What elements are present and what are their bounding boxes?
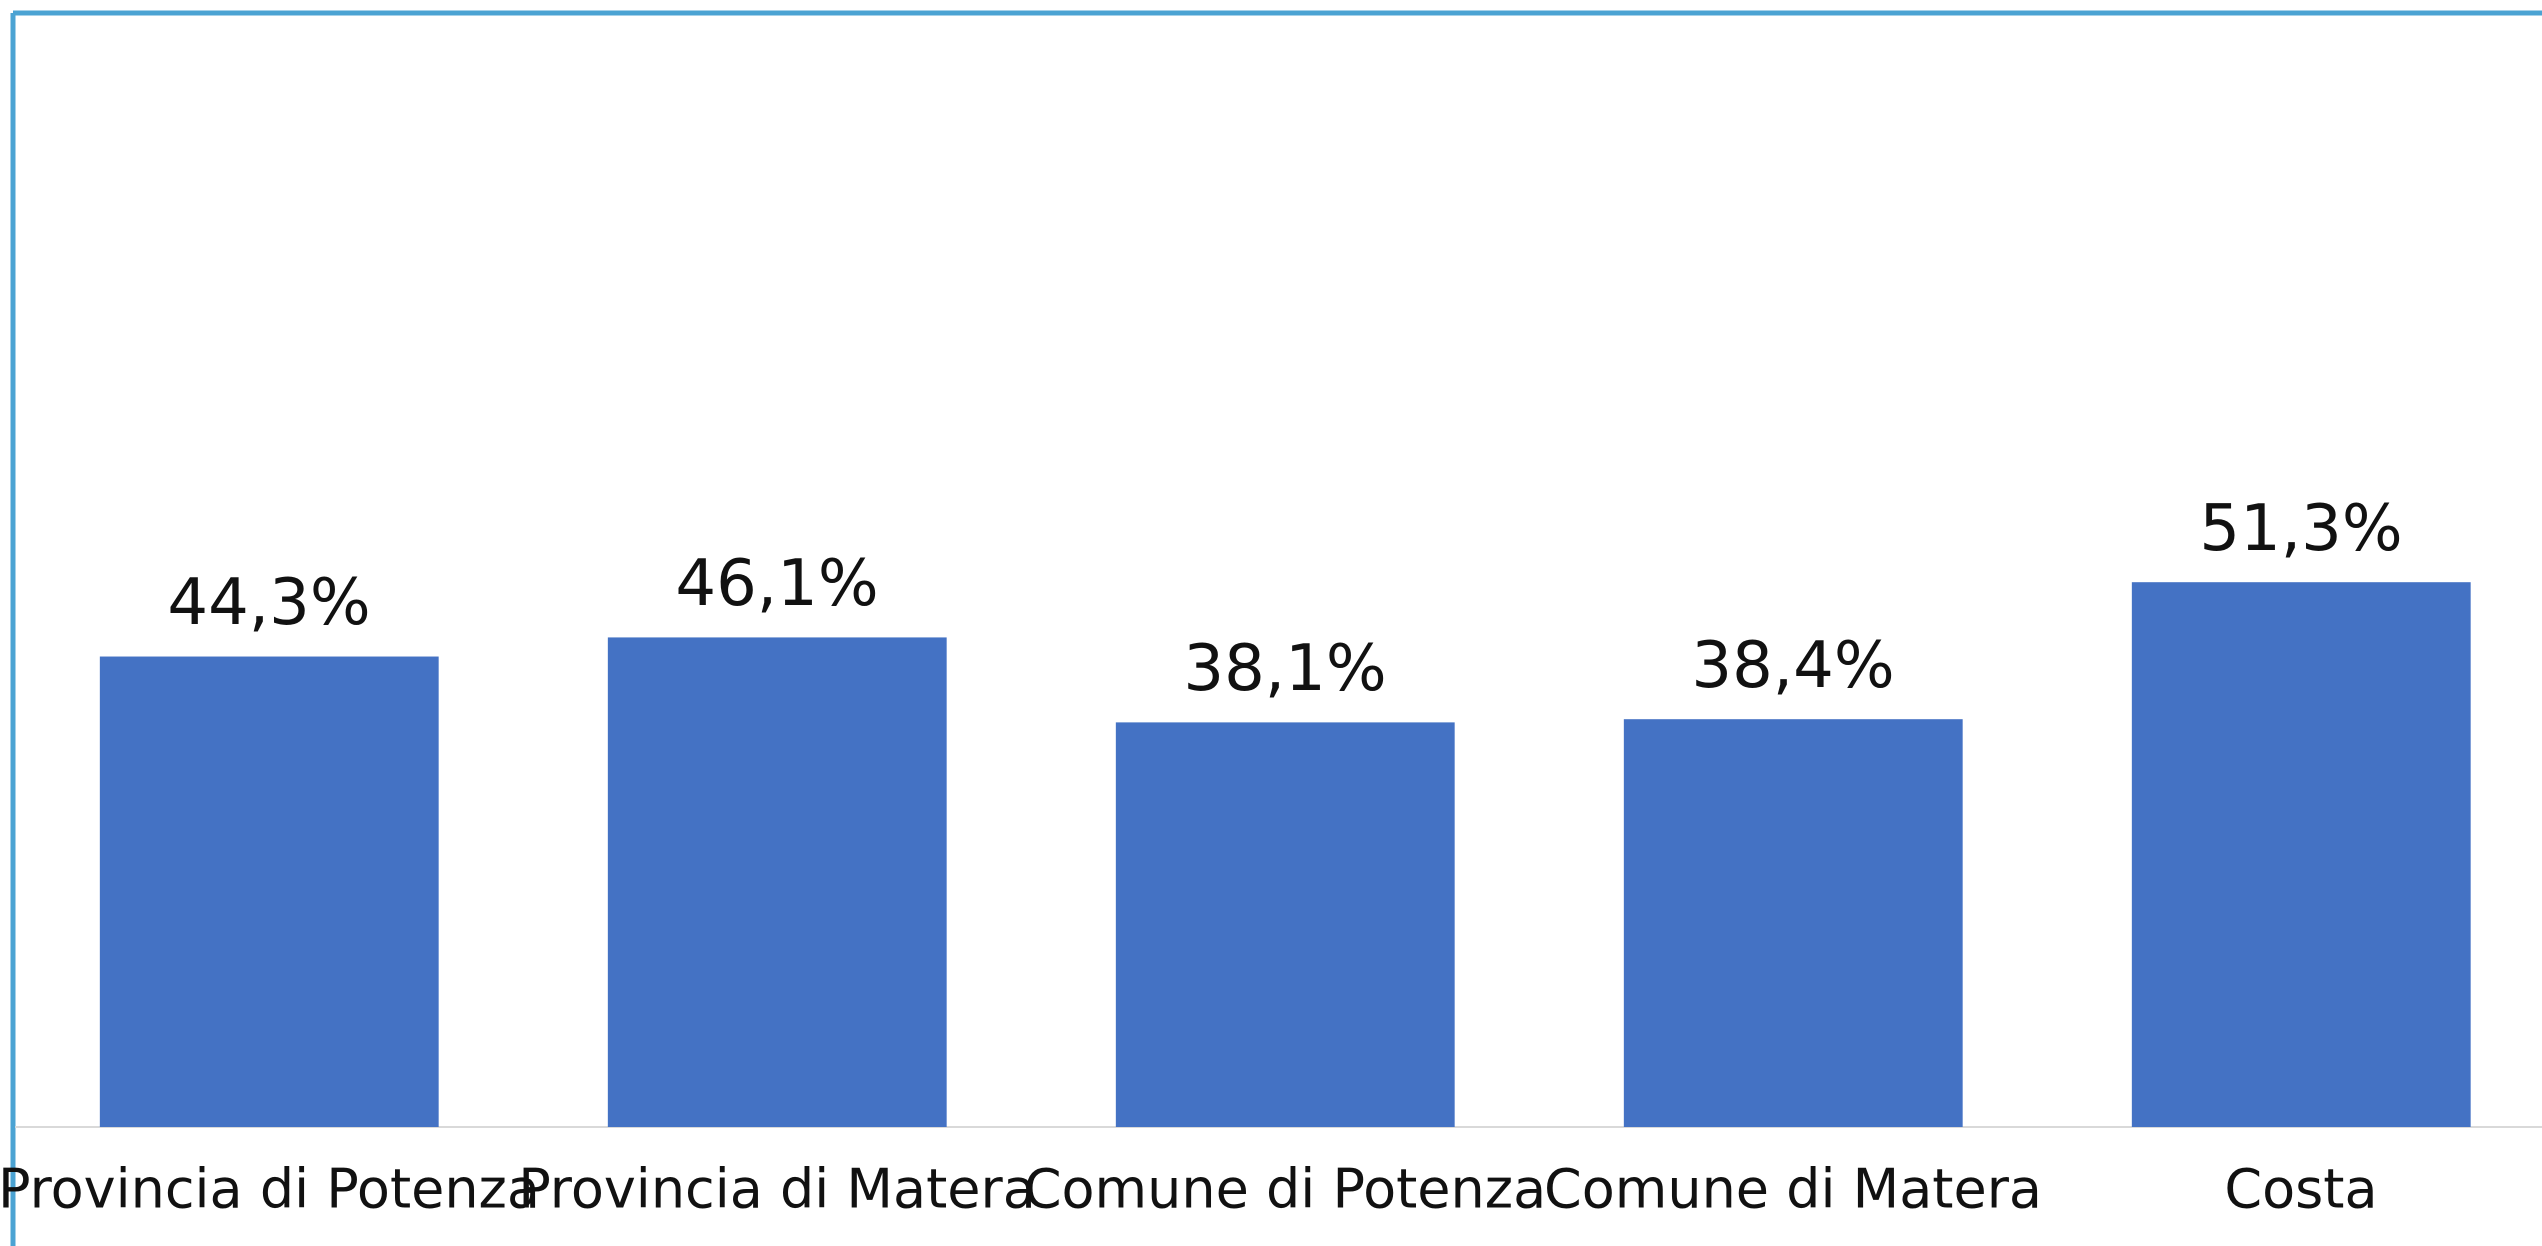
x-tick-label: Comune di Potenza <box>1024 1158 1546 1221</box>
bar <box>1115 722 1455 1127</box>
value-label: 44,3% <box>167 566 370 640</box>
x-tick-label: Comune di Matera <box>1544 1158 2042 1221</box>
value-label: 38,4% <box>1691 629 1894 703</box>
x-tick-label: Provincia di Potenza <box>0 1158 540 1221</box>
x-tick-label: Provincia di Matera <box>518 1158 1036 1221</box>
bar <box>1623 719 1963 1127</box>
x-tick-label: Costa <box>2224 1158 2377 1221</box>
bar <box>99 656 439 1127</box>
bar <box>2131 582 2471 1127</box>
value-label: 51,3% <box>2199 492 2402 566</box>
value-label: 46,1% <box>675 547 878 621</box>
value-label: 38,1% <box>1183 632 1386 706</box>
bar <box>607 637 947 1127</box>
